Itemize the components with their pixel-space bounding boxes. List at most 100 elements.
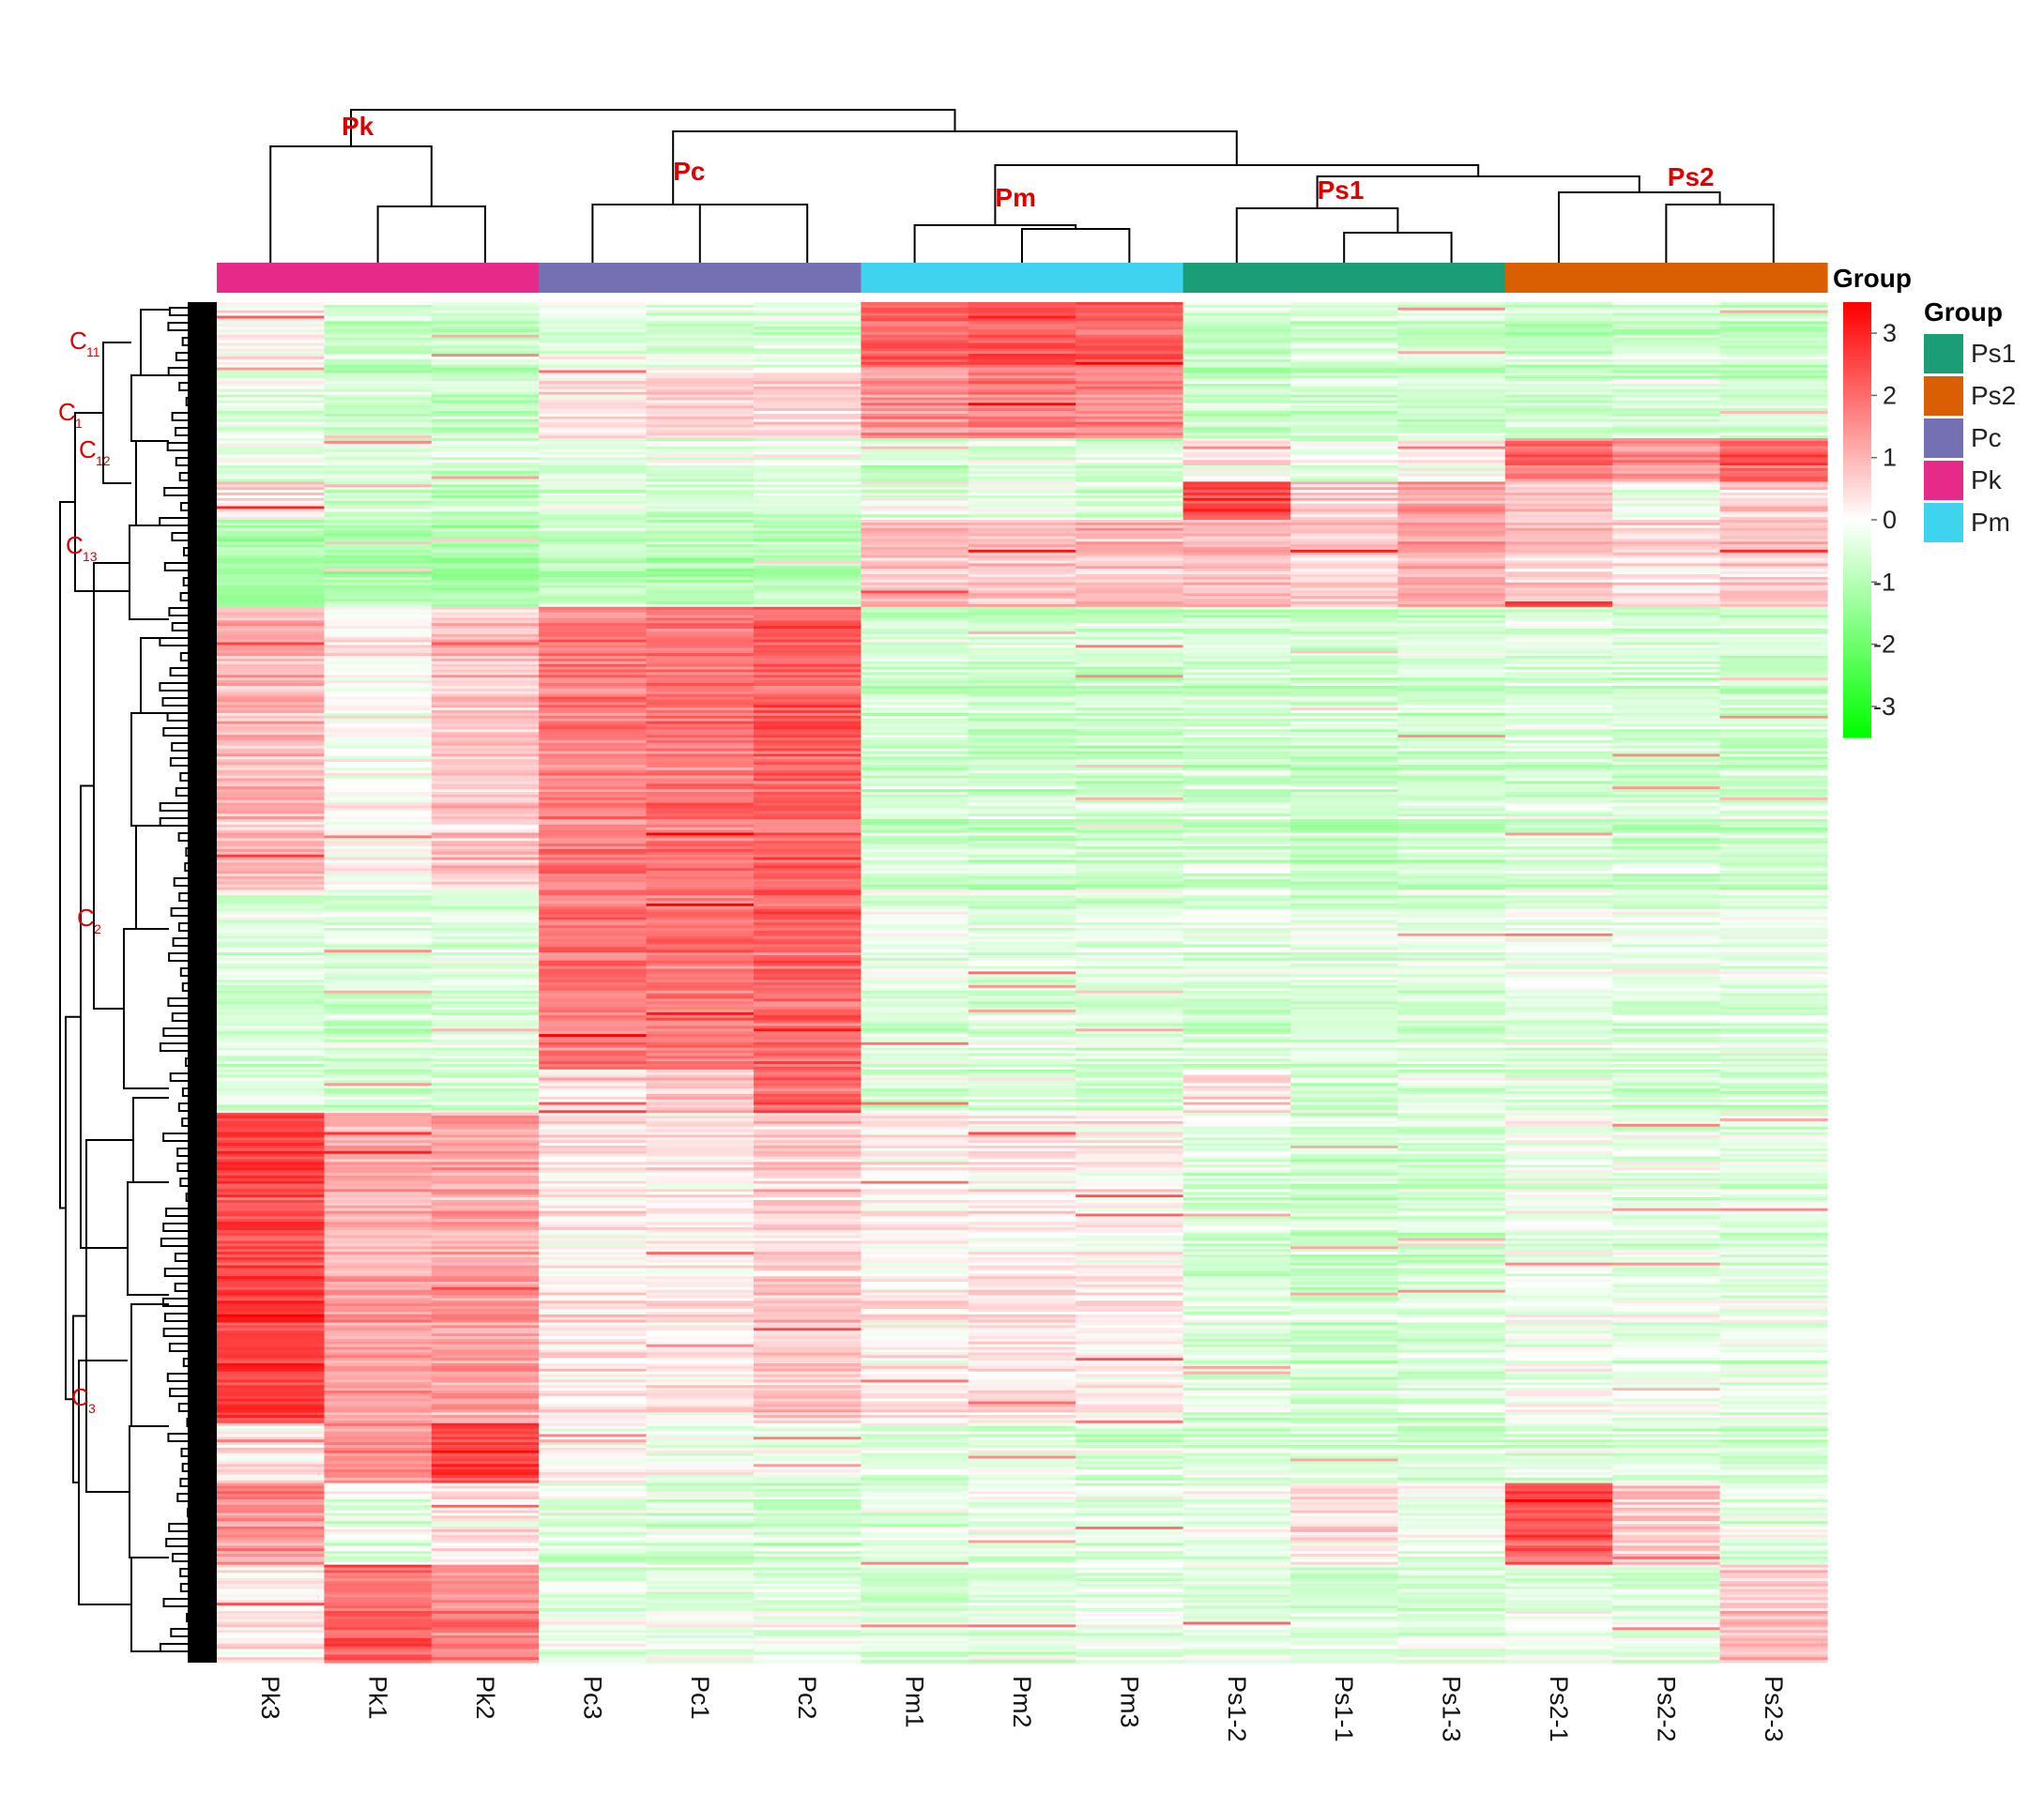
heatmap-cell xyxy=(1075,977,1184,981)
heatmap-cell xyxy=(1075,503,1184,508)
heatmap-cell xyxy=(861,663,969,668)
heatmap-cell xyxy=(1075,443,1184,448)
heatmap-cell xyxy=(324,403,433,406)
heatmap-cell xyxy=(324,494,433,499)
heatmap-cell xyxy=(968,438,1076,442)
heatmap-cell xyxy=(324,509,433,512)
heatmap-cell xyxy=(217,811,325,814)
heatmap-cell xyxy=(431,799,540,804)
heatmap-cell xyxy=(646,1031,755,1035)
heatmap-cell xyxy=(431,1137,540,1141)
heatmap-cell xyxy=(968,895,1076,899)
heatmap-cell xyxy=(324,1083,433,1087)
heatmap-cell xyxy=(1612,998,1721,1002)
heatmap-cell xyxy=(324,367,433,372)
heatmap-cell xyxy=(1504,862,1613,866)
heatmap-cell xyxy=(1075,603,1184,608)
heatmap-cell xyxy=(1719,511,1828,515)
heatmap-cell xyxy=(646,745,755,750)
heatmap-cell xyxy=(861,448,969,453)
heatmap-cell xyxy=(1719,574,1828,578)
heatmap-cell xyxy=(217,479,325,482)
heatmap-cell xyxy=(1075,745,1184,750)
heatmap-cell xyxy=(431,574,540,578)
heatmap-cell xyxy=(1290,530,1398,535)
heatmap-cell xyxy=(1504,656,1613,660)
heatmap-cell xyxy=(431,334,540,339)
heatmap-cell xyxy=(968,865,1076,869)
heatmap-cell xyxy=(431,342,540,346)
heatmap-cell xyxy=(646,522,755,526)
heatmap-cell xyxy=(1075,884,1184,889)
heatmap-cell xyxy=(1612,957,1721,962)
heatmap-cell xyxy=(324,1205,433,1209)
heatmap-cell xyxy=(1612,302,1721,306)
heatmap-cell xyxy=(1719,321,1828,325)
heatmap-cell xyxy=(968,467,1076,472)
heatmap-cell xyxy=(217,400,325,403)
heatmap-cell xyxy=(861,996,969,999)
heatmap-cell xyxy=(539,735,648,738)
heatmap-cell xyxy=(431,781,540,784)
heatmap-cell xyxy=(1290,315,1398,319)
heatmap-cell xyxy=(754,576,862,581)
heatmap-cell xyxy=(324,1197,433,1201)
heatmap-cell xyxy=(431,509,540,512)
heatmap-cell xyxy=(861,1183,969,1188)
heatmap-cell xyxy=(968,310,1076,314)
heatmap-cell xyxy=(217,386,325,390)
heatmap-cell xyxy=(861,381,969,385)
heatmap-cell xyxy=(1504,388,1613,393)
heatmap-cell xyxy=(324,783,433,787)
heatmap-cell xyxy=(1719,1129,1828,1133)
heatmap-cell xyxy=(1075,1192,1184,1195)
heatmap-cell xyxy=(539,378,648,382)
heatmap-cell xyxy=(861,930,969,935)
heatmap-cell xyxy=(861,1175,969,1179)
heatmap-cell xyxy=(217,898,325,902)
heatmap-cell xyxy=(324,974,433,978)
heatmap-cell xyxy=(861,1118,969,1122)
heatmap-cell xyxy=(968,1001,1076,1005)
heatmap-cell xyxy=(1719,1053,1828,1057)
heatmap-cell xyxy=(754,408,862,412)
heatmap-cell xyxy=(1182,955,1291,959)
heatmap-cell xyxy=(1182,895,1291,899)
heatmap-cell xyxy=(1075,889,1184,893)
heatmap-cell xyxy=(1397,479,1506,482)
heatmap-cell xyxy=(1504,430,1613,433)
heatmap-cell xyxy=(1612,778,1721,782)
heatmap-cell xyxy=(324,922,433,926)
heatmap-cell xyxy=(1290,977,1398,981)
heatmap-cell xyxy=(861,533,969,537)
heatmap-cell xyxy=(1290,1104,1398,1108)
heatmap-cell xyxy=(1290,1083,1398,1087)
heatmap-cell xyxy=(1075,735,1184,738)
heatmap-cell xyxy=(217,1031,325,1035)
heatmap-cell xyxy=(1290,1170,1398,1174)
heatmap-cell xyxy=(431,887,540,890)
heatmap-cell xyxy=(1612,493,1721,496)
heatmap-cell xyxy=(1182,647,1291,651)
heatmap-cell xyxy=(1612,650,1721,654)
heatmap-cell xyxy=(1504,467,1613,472)
heatmap-cell xyxy=(1504,411,1613,415)
heatmap-cell xyxy=(1182,813,1291,817)
heatmap-cell xyxy=(1612,552,1721,556)
heatmap-cell xyxy=(217,312,325,317)
heatmap-cell xyxy=(1504,1126,1613,1131)
heatmap-cell xyxy=(217,539,325,542)
heatmap-cell xyxy=(217,633,325,638)
heatmap-cell xyxy=(1719,868,1828,872)
heatmap-cell xyxy=(646,636,755,641)
heatmap-cell xyxy=(431,484,540,488)
heatmap-cell xyxy=(539,661,648,665)
heatmap-cell xyxy=(431,865,540,869)
heatmap-cell xyxy=(539,656,648,660)
heatmap-cell xyxy=(217,509,325,512)
heatmap-cell xyxy=(1397,889,1506,893)
heatmap-cell xyxy=(1290,1146,1398,1149)
heatmap-cell xyxy=(539,490,648,494)
heatmap-cell xyxy=(754,938,862,943)
heatmap-cell xyxy=(754,418,862,423)
